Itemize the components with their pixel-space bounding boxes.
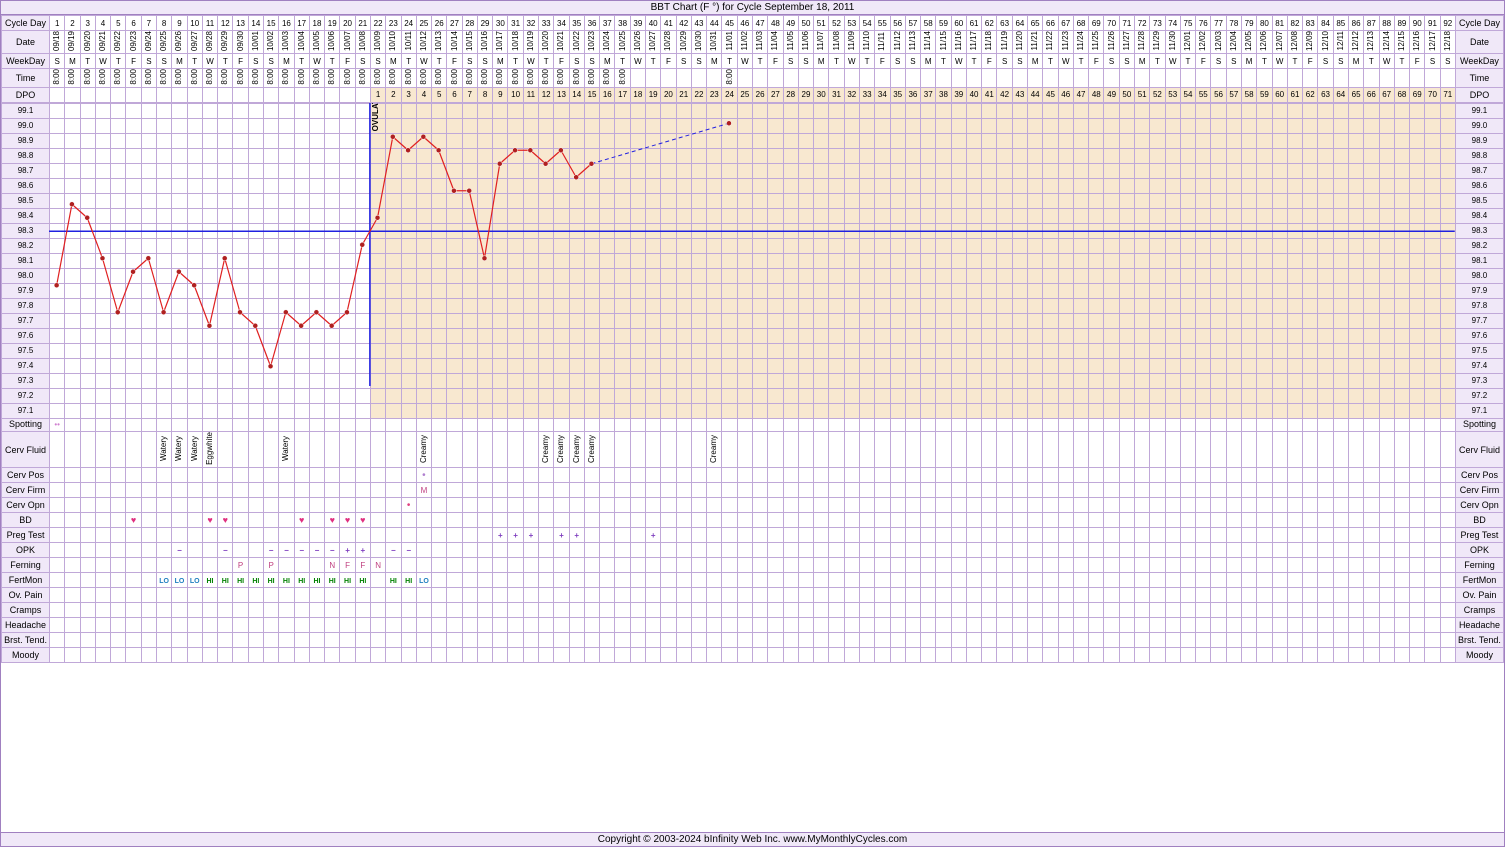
- row-Cramps: CrampsCramps: [2, 603, 1504, 618]
- row-CervFluid: Cerv FluidWateryWateryWateryEggwhiteWate…: [2, 432, 1504, 468]
- row-time: Time8:008:008:008:008:008:008:008:008:00…: [2, 69, 1504, 88]
- row-CervFirm: Cerv FirmMCerv Firm: [2, 483, 1504, 498]
- row-cycleday: Cycle Day1234567891011121314151617181920…: [2, 16, 1504, 31]
- row-dpo: DPO1234567891011121314151617181920212223…: [2, 87, 1504, 102]
- row-BrstTend: Brst. Tend.Brst. Tend.: [2, 633, 1504, 648]
- row-Moody: MoodyMoody: [2, 648, 1504, 663]
- row-Ferning: FerningPPNFFNFerning: [2, 558, 1504, 573]
- row-FertMon: FertMonLOLOLOHIHIHIHIHIHIHIHIHIHIHIHIHIL…: [2, 573, 1504, 588]
- chart-wrapper: BBT Chart (F °) for Cycle September 18, …: [0, 0, 1505, 847]
- detail-table: Cycle Day1234567891011121314151617181920…: [1, 386, 1504, 663]
- row-Spotting: Spotting••Spotting: [2, 417, 1504, 432]
- row-OPK: OPK−−−−−−−++−−OPK: [2, 543, 1504, 558]
- temp-table: 99.199.199.099.098.998.998.898.898.798.7…: [1, 103, 1504, 419]
- row-weekday: WeekDaySMTWTFSSMTWTFSSMTWTFSSMTWTFSSMTWT…: [2, 54, 1504, 69]
- row-date: Date09/1809/1909/2009/2109/2209/2309/240…: [2, 31, 1504, 54]
- chart-area: 99.199.199.099.098.998.998.898.898.798.7…: [1, 103, 1504, 387]
- chart-content: Cycle Day1234567891011121314151617181920…: [1, 15, 1504, 663]
- row-Headache: HeadacheHeadache: [2, 618, 1504, 633]
- row-CervOpn: Cerv Opn•Cerv Opn: [2, 498, 1504, 513]
- chart-title: BBT Chart (F °) for Cycle September 18, …: [1, 1, 1504, 15]
- row-BD: BD♥♥♥♥♥♥♥BD: [2, 513, 1504, 528]
- row-OvPain: Ov. PainOv. Pain: [2, 588, 1504, 603]
- row-CervPos: Cerv Pos•Cerv Pos: [2, 468, 1504, 483]
- row-PregTest: Preg Test++++++Preg Test: [2, 528, 1504, 543]
- header-table: Cycle Day1234567891011121314151617181920…: [1, 15, 1504, 103]
- chart-footer: Copyright © 2003-2024 bInfinity Web Inc.…: [1, 832, 1504, 846]
